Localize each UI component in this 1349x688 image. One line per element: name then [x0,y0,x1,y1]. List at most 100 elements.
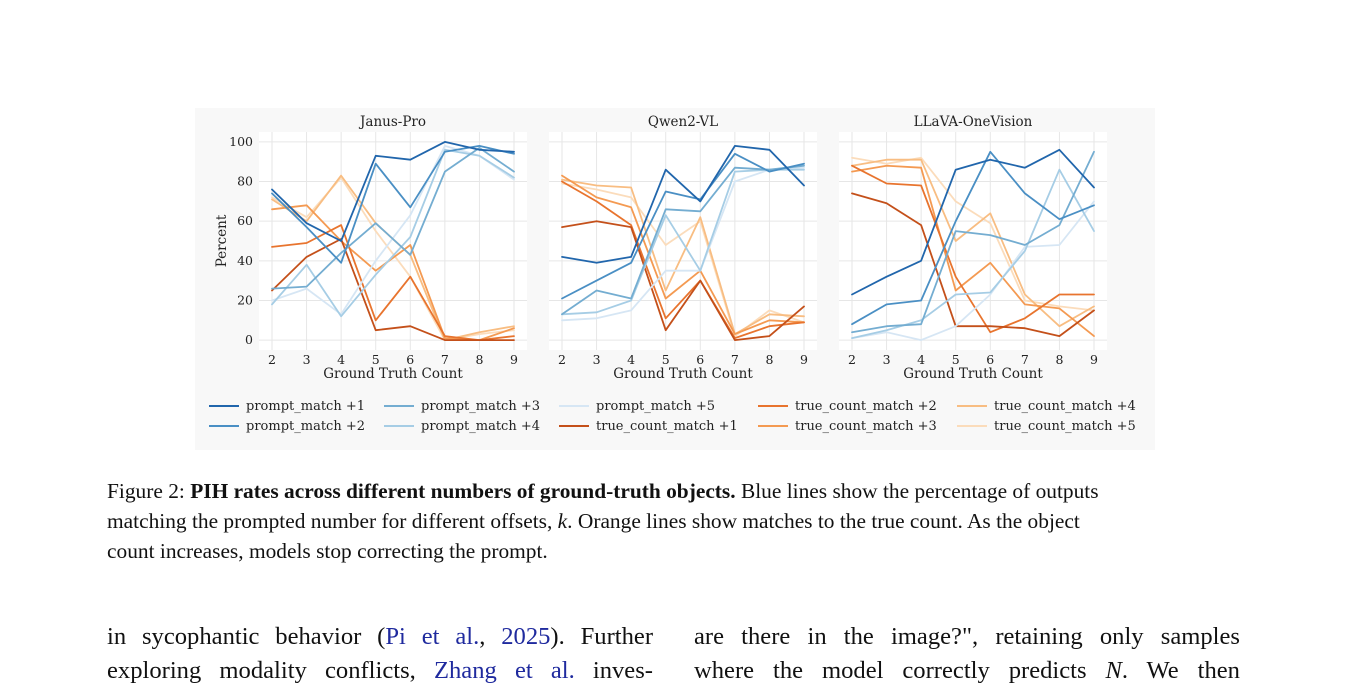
body-text: inves- [574,657,653,684]
x-axis-label: Ground Truth Count [903,366,1043,382]
body-column-right: are there in the image?", retaining only… [694,620,1240,688]
subplot-title: LLaVA-OneVision [914,114,1033,130]
x-tick-label: 9 [1090,352,1098,367]
series-line-true-count-match-1 [271,238,515,342]
series-line-true-count-match-3 [851,164,1095,338]
caption-line-3: count increases, models stop correcting … [107,536,1241,566]
x-tick-label: 5 [372,352,380,367]
plot-area [259,132,527,350]
caption-text: . Orange lines show matches to the true … [567,509,1080,533]
series-line-prompt-match-1 [851,148,1095,296]
legend-label: prompt_match +1 [246,399,365,414]
figure-plot: 0 20 40 60 80 100 2 3 4 5 6 7 8 9 Janus-Pro Ground Trut… [195,108,1155,450]
citation-link[interactable]: Pi et al. [385,623,480,650]
citation-year-link[interactable]: 2025 [501,623,551,650]
x-tick-label: 8 [475,352,483,367]
series-line-true-count-match-2 [561,180,805,340]
x-tick-label: 7 [441,352,449,367]
x-tick-label: 3 [883,352,891,367]
subplot-title: Qwen2-VL [648,114,718,130]
series-line-true-count-match-3 [561,174,805,336]
caption-text: count increases, models stop correcting … [107,539,548,563]
x-tick-label: 5 [662,352,670,367]
x-tick-label: 2 [558,352,566,367]
y-tick-label: 60 [237,213,253,228]
body-column-left: in sycophantic behavior (Pi et al., 2025… [107,620,653,688]
x-tick-label: 2 [848,352,856,367]
body-text: , [479,623,502,650]
series-line-true-count-match-4 [561,178,805,336]
subplot-title: Janus-Pro [358,114,426,130]
body-line: exploring modality conflicts, Zhang et a… [107,654,653,688]
legend-label: prompt_match +4 [421,419,540,434]
legend-label: true_count_match +2 [795,399,937,414]
series-line-true-count-match-5 [561,182,805,338]
body-text: . We then [1121,657,1240,684]
caption-math-k: k [557,509,568,533]
caption-prefix: Figure 2: [107,479,191,503]
body-text: are there in the image?", retaining only… [694,623,1240,650]
plot-area [549,132,817,350]
series-line-prompt-match-1 [561,145,805,264]
legend-label: true_count_match +4 [994,399,1136,414]
x-tick-label: 4 [337,352,345,367]
legend-label: prompt_match +2 [246,419,365,434]
citation-link[interactable]: Zhang et al. [433,657,575,684]
series-line-true-count-match-2 [851,164,1095,334]
series-line-prompt-match-5 [561,166,805,322]
body-line: are there in the image?", retaining only… [694,620,1240,654]
series-line-prompt-match-3 [851,150,1095,334]
series-line-prompt-match-2 [561,152,805,300]
y-tick-label: 0 [245,332,253,347]
x-tick-label: 6 [696,352,704,367]
series-line-prompt-match-3 [271,147,515,290]
x-tick-label: 4 [917,352,925,367]
y-tick-label: 40 [237,253,253,268]
caption-line-1: Figure 2: PIH rates across different num… [107,476,1241,506]
x-tick-label: 4 [627,352,635,367]
x-tick-label: 2 [268,352,276,367]
legend-label: true_count_match +5 [994,419,1136,434]
figure-2: 0 20 40 60 80 100 2 3 4 5 6 7 8 9 Janus-Pro Ground Trut… [195,108,1155,450]
body-text: in sycophantic behavior ( [107,623,386,650]
x-tick-label: 5 [952,352,960,367]
x-axis-label: Ground Truth Count [613,366,753,382]
caption-text: Blue lines show the percentage of output… [735,479,1099,503]
legend-label: true_count_match +1 [596,419,738,434]
x-tick-label: 6 [406,352,414,367]
figure-caption: Figure 2: PIH rates across different num… [107,476,1241,566]
series-line-prompt-match-2 [851,150,1095,326]
body-line: where the model correctly predicts N. We… [694,654,1240,688]
series-line-prompt-match-4 [271,148,515,318]
x-tick-label: 8 [1055,352,1063,367]
subplot-3: 2 3 4 5 6 7 8 9 LLaVA-OneVision Ground Truth Coun… [839,114,1107,382]
x-tick-label: 3 [303,352,311,367]
y-tick-label: 80 [237,174,253,189]
x-tick-label: 8 [765,352,773,367]
series-line-true-count-match-1 [561,220,805,342]
series-line-prompt-match-5 [851,200,1095,342]
legend-label: prompt_match +5 [596,399,715,414]
series-line-true-count-match-5 [851,156,1095,312]
series-line-prompt-match-1 [271,141,515,242]
legend-label: prompt_match +3 [421,399,540,414]
series-line-true-count-match-1 [851,192,1095,338]
math-n: N [1105,657,1122,684]
x-tick-label: 9 [800,352,808,367]
subplot-1: 0 20 40 60 80 100 2 3 4 5 6 7 8 9 Janus-Pro Ground Trut… [214,114,527,382]
series-line-prompt-match-4 [851,168,1095,340]
y-axis-label: Percent [214,214,230,267]
x-tick-label: 9 [510,352,518,367]
x-tick-label: 6 [986,352,994,367]
y-tick-label: 100 [229,134,253,149]
series-line-true-count-match-4 [851,158,1095,328]
body-text: ). Further [550,623,654,650]
x-tick-label: 7 [731,352,739,367]
series-line-prompt-match-2 [271,145,515,264]
body-text: exploring modality conflicts, [107,657,434,684]
legend: prompt_match +1 prompt_match +2 prompt_mat… [209,399,1136,434]
caption-text: matching the prompted number for differe… [107,509,558,533]
caption-line-2: matching the prompted number for differe… [107,506,1241,536]
caption-bold-title: PIH rates across different numbers of gr… [190,479,736,503]
body-text: where the model correctly predicts [694,657,1106,684]
